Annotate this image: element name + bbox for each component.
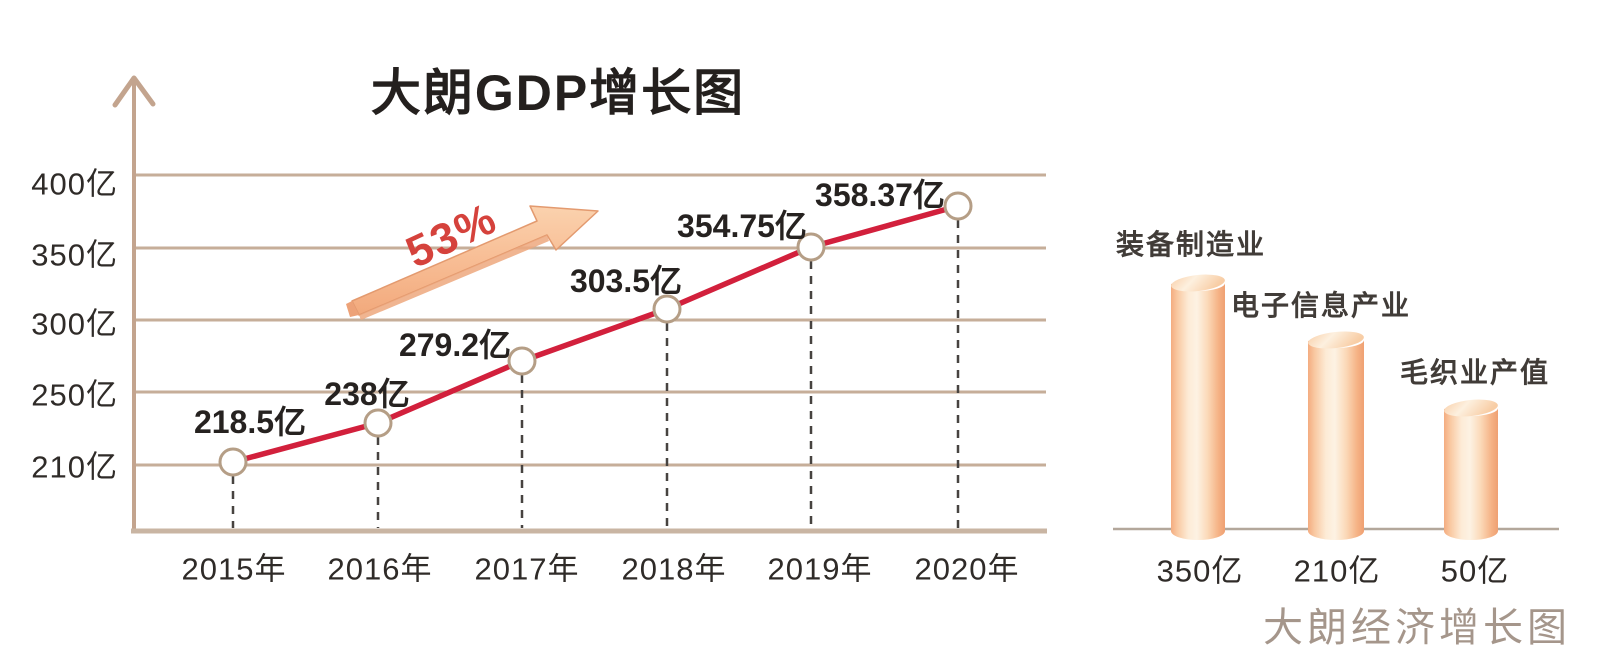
year-label-2017: 2017年: [474, 551, 580, 587]
bar-label-electronics: 电子信息产业: [1230, 290, 1412, 321]
value-label-2015: 218.5亿: [193, 404, 307, 440]
value-label-2019: 354.75亿: [677, 208, 807, 244]
data-points: [218, 191, 973, 477]
bar-value-electronics: 210亿: [1293, 553, 1381, 589]
year-label-2015: 2015年: [181, 551, 287, 587]
y-tick-210: 210亿: [31, 449, 118, 485]
data-point-2016: [363, 408, 393, 438]
y-tick-350: 350亿: [31, 237, 118, 273]
right-chart-caption: 大朗经济增长图: [1263, 606, 1571, 650]
data-point-2019: [796, 232, 826, 262]
y-axis: [112, 75, 156, 532]
cylinder-wool: [1444, 399, 1498, 540]
growth-arrow-icon: [346, 205, 599, 320]
value-label-2020: 358.37亿: [815, 177, 945, 213]
bar-label-wool: 毛织业产值: [1399, 357, 1551, 388]
y-tick-300: 300亿: [31, 306, 118, 342]
y-tick-400: 400亿: [31, 166, 118, 202]
value-label-2017: 279.2亿: [398, 327, 512, 363]
cylinder-electronics: [1308, 331, 1364, 540]
gridlines: [136, 173, 1046, 467]
year-label-2018: 2018年: [621, 551, 727, 587]
bar-label-equipment: 装备制造业: [1115, 229, 1267, 260]
data-point-2018: [652, 294, 682, 324]
gdp-line: [230, 203, 961, 465]
y-tick-250: 250亿: [31, 377, 118, 413]
page-title: 大朗GDP增长图: [370, 65, 746, 121]
value-label-2018: 303.5亿: [569, 263, 683, 299]
year-label-2020: 2020年: [914, 551, 1020, 587]
droplines: [231, 220, 960, 528]
year-label-2019: 2019年: [767, 551, 873, 587]
data-point-2020: [943, 191, 973, 221]
cylinder-equipment: [1171, 274, 1225, 540]
y-axis-arrow-icon: [112, 75, 156, 108]
year-label-2016: 2016年: [327, 551, 433, 587]
bar-value-wool: 50亿: [1440, 553, 1510, 589]
data-point-2017: [507, 346, 537, 376]
data-point-2015: [218, 447, 248, 477]
value-label-2016: 238亿: [324, 376, 410, 412]
bar-value-equipment: 350亿: [1156, 553, 1244, 589]
